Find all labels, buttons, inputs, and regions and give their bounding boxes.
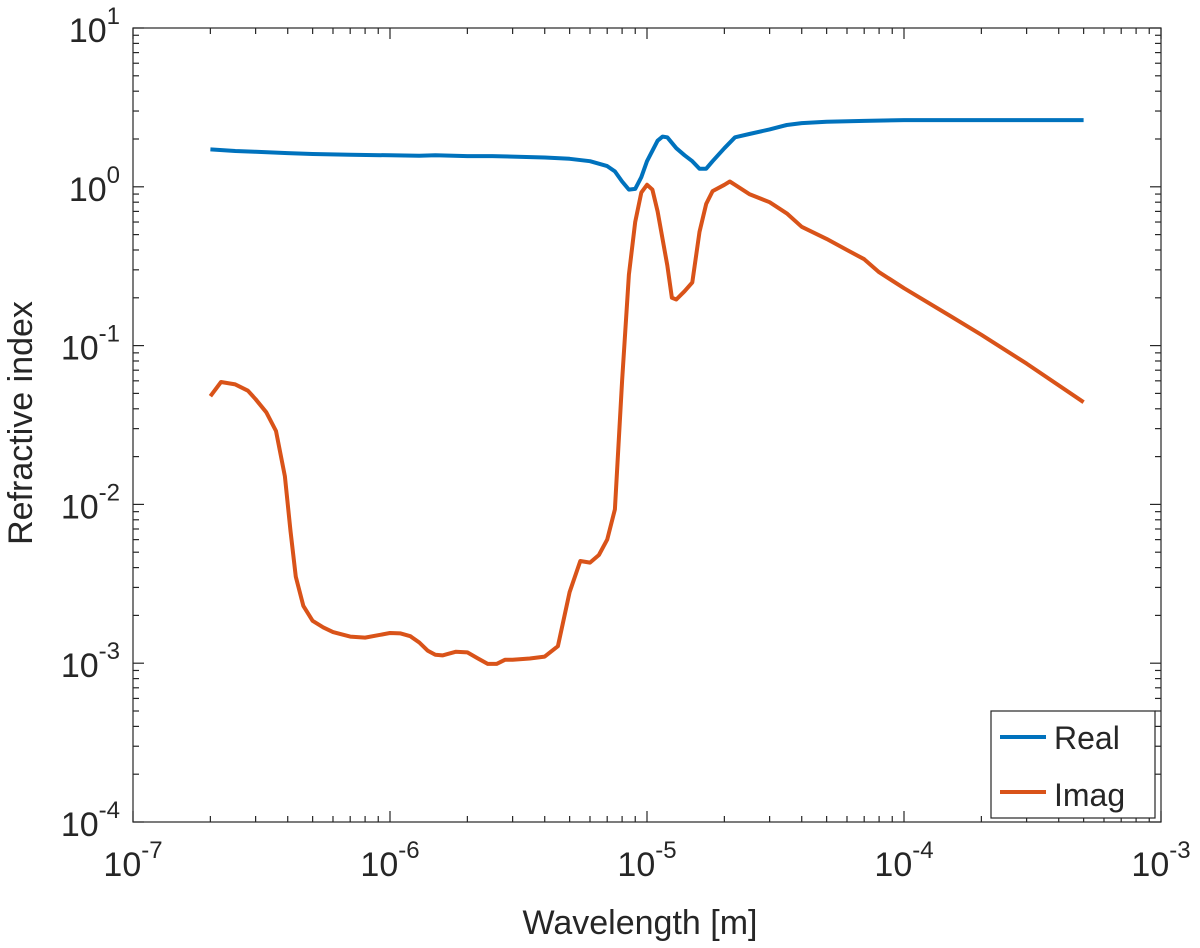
y-tick-exponent: 1 (107, 3, 120, 30)
y-axis-label: Refractive index (2, 301, 40, 545)
series-line-imag (208, 179, 1085, 666)
legend-label-imag: Imag (1054, 777, 1125, 813)
series-layer (208, 118, 1085, 666)
y-tick-exponent: -1 (99, 321, 120, 348)
major-ticks (132, 27, 1162, 823)
y-tick-exponent: -3 (99, 638, 120, 665)
minor-ticks (133, 28, 1161, 822)
x-axis-label: Wavelength [m] (523, 904, 758, 942)
y-tick-exponent: -4 (99, 797, 120, 824)
plot-area (132, 27, 1162, 823)
legend-box (990, 710, 1156, 819)
x-tick-exponent: -7 (141, 837, 162, 864)
y-tick-exponent: -2 (99, 479, 120, 506)
axes-box (132, 27, 1162, 823)
x-tick-exponent: -4 (912, 837, 933, 864)
x-tick-exponent: -6 (398, 837, 419, 864)
x-tick-exponent: -3 (1169, 837, 1190, 864)
series-line-real (210, 118, 1084, 192)
x-tick-exponent: -5 (655, 837, 676, 864)
legend: Real Imag (990, 710, 1156, 819)
legend-label-real: Real (1054, 720, 1120, 756)
y-tick-exponent: 0 (107, 162, 120, 189)
